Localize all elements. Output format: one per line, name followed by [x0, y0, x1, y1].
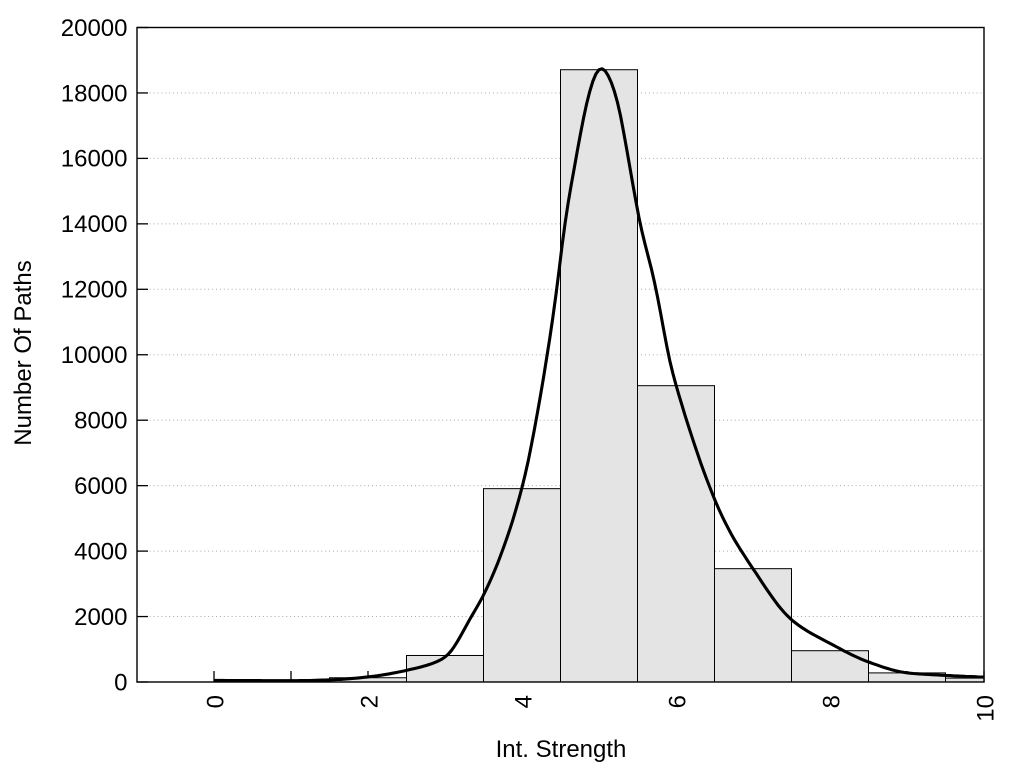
svg-text:14000: 14000 — [61, 211, 128, 238]
svg-text:0: 0 — [202, 695, 229, 708]
svg-text:12000: 12000 — [61, 277, 128, 304]
svg-text:6000: 6000 — [74, 473, 127, 500]
svg-text:10: 10 — [972, 695, 999, 722]
svg-text:Int. Strength: Int. Strength — [496, 736, 627, 763]
svg-text:2: 2 — [356, 695, 383, 708]
svg-text:8000: 8000 — [74, 408, 127, 435]
svg-text:4000: 4000 — [74, 538, 127, 565]
svg-text:6: 6 — [664, 695, 691, 708]
svg-text:Number Of Paths: Number Of Paths — [10, 260, 37, 445]
svg-text:20000: 20000 — [61, 15, 128, 42]
svg-text:16000: 16000 — [61, 146, 128, 173]
svg-text:0: 0 — [114, 669, 127, 696]
svg-text:8: 8 — [818, 695, 845, 708]
svg-text:18000: 18000 — [61, 80, 128, 107]
svg-text:2000: 2000 — [74, 604, 127, 631]
svg-text:10000: 10000 — [61, 342, 128, 369]
svg-text:4: 4 — [510, 695, 537, 708]
